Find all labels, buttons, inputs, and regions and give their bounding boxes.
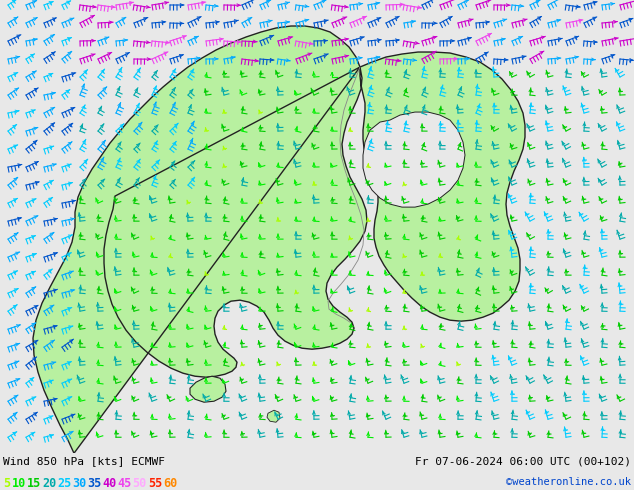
Text: 50: 50 xyxy=(133,477,147,490)
Text: 45: 45 xyxy=(117,477,132,490)
Text: 55: 55 xyxy=(148,477,162,490)
Text: Fr 07-06-2024 06:00 UTC (00+102): Fr 07-06-2024 06:00 UTC (00+102) xyxy=(415,456,631,466)
Text: 5: 5 xyxy=(3,477,10,490)
Text: 60: 60 xyxy=(163,477,177,490)
Text: 10: 10 xyxy=(12,477,26,490)
Text: 15: 15 xyxy=(27,477,41,490)
Polygon shape xyxy=(190,376,226,402)
Text: 20: 20 xyxy=(42,477,56,490)
Text: Wind 850 hPa [kts] ECMWF: Wind 850 hPa [kts] ECMWF xyxy=(3,456,165,466)
Polygon shape xyxy=(267,410,280,422)
Text: 30: 30 xyxy=(72,477,86,490)
Polygon shape xyxy=(363,112,465,207)
Text: 25: 25 xyxy=(57,477,72,490)
Text: ©weatheronline.co.uk: ©weatheronline.co.uk xyxy=(506,477,631,487)
Text: 35: 35 xyxy=(87,477,101,490)
Polygon shape xyxy=(33,26,525,453)
Text: 40: 40 xyxy=(103,477,117,490)
